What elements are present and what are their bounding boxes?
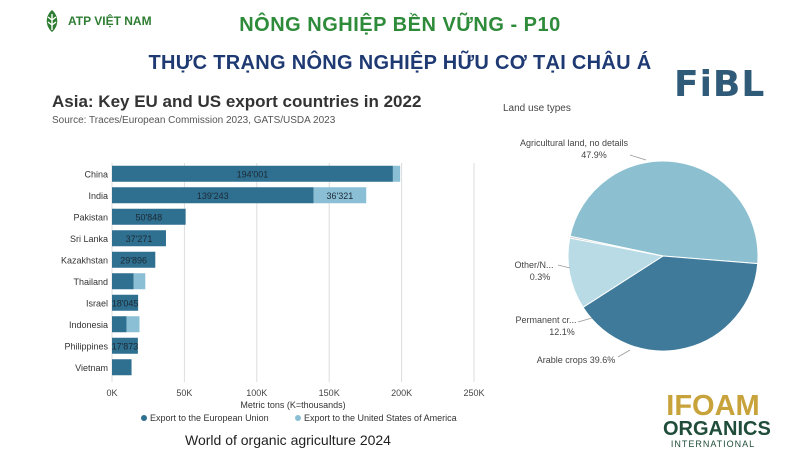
data-label-eu: 37'271 — [126, 234, 153, 244]
x-tick-label: 200K — [391, 388, 412, 398]
bar-eu — [112, 230, 166, 247]
pie-leader — [557, 264, 571, 269]
category-label: China — [84, 169, 108, 179]
source-caption: World of organic agriculture 2024 — [185, 432, 391, 448]
pie-leader — [577, 317, 593, 323]
pie-leader — [617, 349, 631, 358]
bar-us — [126, 316, 140, 333]
pie-label: Other/N... — [514, 260, 553, 270]
bar-eu — [112, 337, 138, 354]
pie-label: Agricultural land, no details — [520, 138, 629, 148]
bar-chart-source: Source: Traces/European Commission 2023,… — [52, 115, 336, 126]
category-label: Philippines — [64, 341, 108, 351]
category-label: Israel — [86, 298, 108, 308]
category-label: Vietnam — [75, 363, 108, 373]
pie-label: Arable crops 39.6% — [537, 355, 616, 365]
x-tick-label: 50K — [176, 388, 192, 398]
atp-logo: ATP VIỆT NAM — [42, 8, 152, 34]
bar-eu — [112, 316, 127, 333]
x-tick-label: 150K — [319, 388, 340, 398]
x-axis-title: Metric tons (K=thousands) — [240, 400, 345, 410]
bar-eu — [112, 273, 134, 290]
data-label-eu: 18'045 — [112, 298, 139, 308]
bar-eu — [112, 294, 139, 311]
pie-slice — [569, 160, 759, 265]
data-label-eu: 50'848 — [135, 212, 162, 222]
leaf-logo-icon — [46, 10, 58, 32]
pie-value: 0.3% — [530, 272, 551, 282]
pie-slice — [567, 237, 665, 308]
pie-value: 12.1% — [549, 327, 575, 337]
bar-eu — [112, 165, 393, 182]
pie-slice — [569, 235, 664, 257]
bar-us — [313, 187, 367, 204]
category-label: Indonesia — [69, 320, 108, 330]
category-label: Pakistan — [73, 212, 108, 222]
legend-marker-us — [295, 415, 301, 421]
data-label-eu: 139'243 — [197, 191, 229, 201]
legend-marker-eu — [141, 415, 147, 421]
data-label-eu: 29'896 — [120, 255, 147, 265]
category-label: Sri Lanka — [70, 234, 108, 244]
x-tick-label: 0K — [106, 388, 117, 398]
category-label: Thailand — [73, 277, 108, 287]
page-title-line1: NÔNG NGHIỆP BỀN VỮNG - P10 — [239, 14, 561, 36]
ifoam-logo: IFOAM ORGANICS INTERNATIONAL — [663, 390, 771, 449]
fibl-logo: FiBL — [674, 64, 766, 105]
pie-chart-title: Land use types — [503, 103, 571, 114]
pie-value: 47.9% — [581, 150, 607, 160]
ifoam-logo-line2: ORGANICS — [663, 418, 771, 440]
pie-leader — [629, 154, 647, 161]
data-label-eu: 17'873 — [112, 341, 139, 351]
category-label: Kazakhstan — [61, 255, 108, 265]
page-title-line2: THỰC TRẠNG NÔNG NGHIỆP HỮU CƠ TẠI CHÂU Á — [148, 52, 652, 74]
bar-eu — [112, 208, 186, 225]
x-tick-label: 250K — [463, 388, 484, 398]
brand-name: ATP VIỆT NAM — [68, 14, 152, 28]
legend-label-eu: Export to the European Union — [150, 413, 269, 423]
data-label-us: 36'321 — [327, 191, 354, 201]
ifoam-logo-line3: INTERNATIONAL — [670, 439, 756, 449]
bar-eu — [112, 359, 132, 376]
bar-chart-title: Asia: Key EU and US export countries in … — [52, 92, 422, 111]
bar-us — [392, 165, 401, 182]
bar-eu — [112, 187, 314, 204]
legend-label-us: Export to the United States of America — [304, 413, 457, 423]
x-tick-label: 100K — [246, 388, 267, 398]
pie-label: Permanent cr... — [515, 315, 576, 325]
bar-us — [133, 273, 146, 290]
category-label: India — [88, 191, 108, 201]
ifoam-logo-line1: IFOAM — [666, 390, 760, 422]
bar-eu — [112, 251, 156, 268]
data-label-eu: 194'001 — [237, 169, 269, 179]
